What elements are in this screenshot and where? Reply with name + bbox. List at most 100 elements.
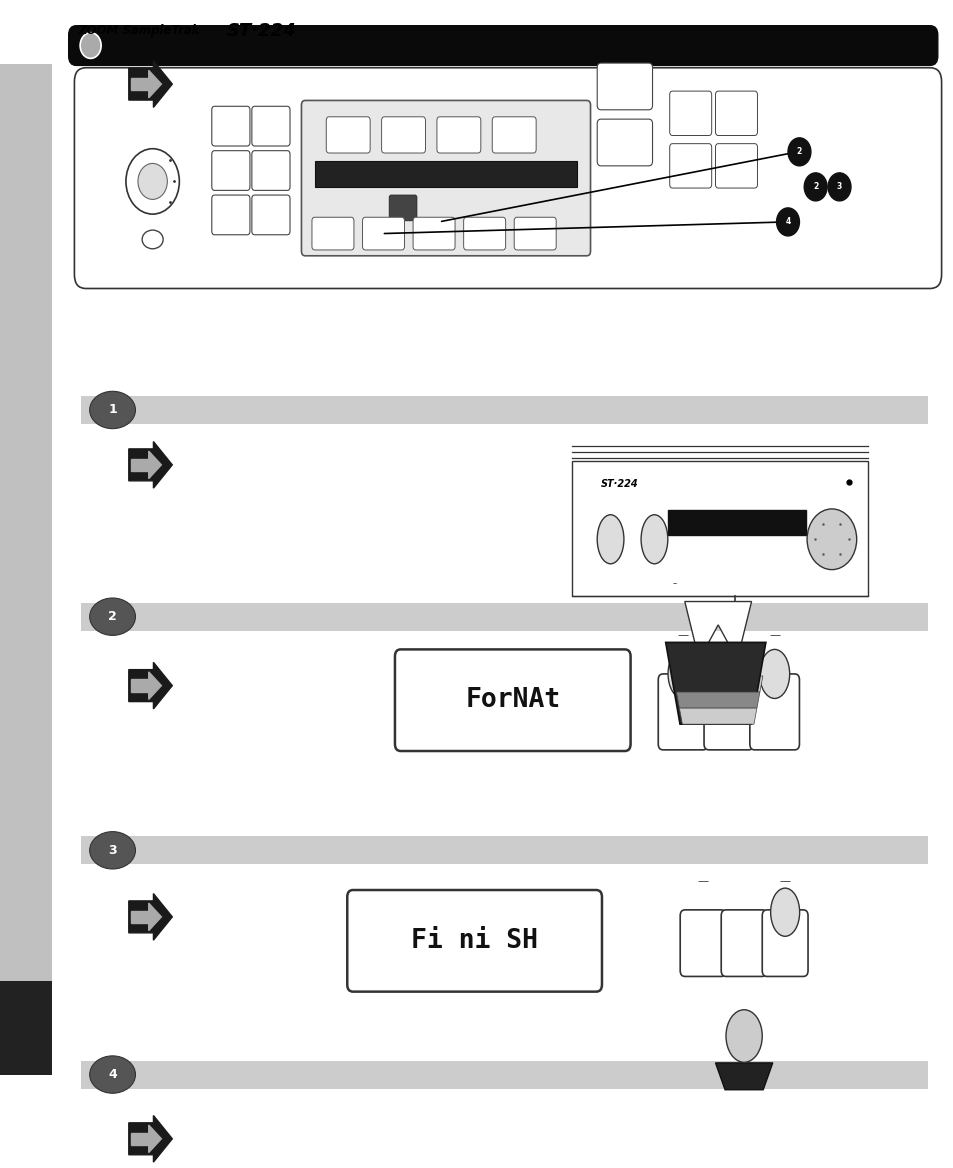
FancyArrow shape (131, 78, 151, 90)
FancyArrow shape (149, 70, 161, 98)
FancyArrow shape (129, 1115, 172, 1162)
Polygon shape (715, 1063, 772, 1090)
FancyArrow shape (129, 662, 172, 709)
Text: 4: 4 (108, 1068, 117, 1082)
FancyBboxPatch shape (658, 674, 707, 750)
Polygon shape (676, 691, 760, 708)
Circle shape (126, 148, 179, 214)
Circle shape (787, 138, 810, 166)
FancyBboxPatch shape (312, 217, 354, 250)
Text: —: — (779, 876, 790, 885)
FancyBboxPatch shape (212, 106, 250, 146)
FancyArrow shape (149, 672, 161, 700)
Ellipse shape (90, 832, 135, 869)
Ellipse shape (142, 230, 163, 249)
Ellipse shape (597, 515, 623, 564)
Circle shape (138, 164, 167, 200)
FancyBboxPatch shape (252, 195, 290, 235)
Polygon shape (684, 602, 751, 660)
Text: ST·224: ST·224 (227, 22, 296, 40)
FancyBboxPatch shape (69, 26, 937, 65)
FancyBboxPatch shape (715, 144, 757, 188)
Text: ZOOM SampleTrak: ZOOM SampleTrak (78, 25, 204, 37)
FancyBboxPatch shape (212, 195, 250, 235)
Polygon shape (679, 708, 756, 724)
FancyArrow shape (149, 1125, 161, 1153)
FancyBboxPatch shape (413, 217, 455, 250)
FancyBboxPatch shape (597, 63, 652, 110)
FancyBboxPatch shape (463, 217, 505, 250)
Text: 1: 1 (108, 403, 117, 417)
FancyBboxPatch shape (74, 68, 941, 288)
FancyBboxPatch shape (749, 674, 799, 750)
FancyArrow shape (149, 903, 161, 931)
Ellipse shape (725, 1009, 761, 1063)
FancyBboxPatch shape (347, 890, 601, 992)
FancyArrow shape (129, 442, 172, 488)
Polygon shape (665, 642, 765, 724)
Ellipse shape (90, 1056, 135, 1093)
Circle shape (827, 173, 850, 201)
FancyBboxPatch shape (395, 649, 630, 751)
Ellipse shape (759, 649, 789, 698)
FancyBboxPatch shape (252, 151, 290, 190)
Bar (314, 161, 577, 187)
Bar (0, 981, 51, 1075)
Polygon shape (673, 676, 762, 691)
Bar (81, 603, 927, 631)
FancyArrow shape (131, 459, 151, 471)
Text: 4: 4 (784, 217, 790, 227)
Ellipse shape (770, 888, 799, 937)
Text: —: — (768, 631, 780, 640)
Polygon shape (670, 660, 765, 676)
Text: ST·224: ST·224 (600, 479, 638, 489)
FancyBboxPatch shape (514, 217, 556, 250)
Bar (667, 509, 805, 535)
Bar (81, 1061, 927, 1089)
FancyArrow shape (149, 451, 161, 479)
FancyBboxPatch shape (703, 674, 753, 750)
FancyBboxPatch shape (436, 117, 480, 153)
Text: 2: 2 (108, 610, 117, 624)
FancyBboxPatch shape (381, 117, 425, 153)
Text: 2: 2 (796, 147, 801, 157)
Text: 2: 2 (812, 182, 818, 192)
FancyBboxPatch shape (389, 195, 416, 221)
Text: 3: 3 (108, 843, 117, 857)
FancyBboxPatch shape (715, 91, 757, 135)
FancyBboxPatch shape (301, 100, 590, 256)
FancyBboxPatch shape (572, 461, 867, 596)
Text: —: — (677, 631, 688, 640)
Ellipse shape (90, 391, 135, 429)
Text: 3: 3 (836, 182, 841, 192)
FancyBboxPatch shape (326, 117, 370, 153)
FancyBboxPatch shape (669, 91, 711, 135)
FancyBboxPatch shape (252, 106, 290, 146)
FancyBboxPatch shape (761, 910, 807, 976)
Circle shape (80, 33, 101, 58)
Circle shape (806, 509, 856, 570)
Ellipse shape (667, 649, 698, 698)
Circle shape (776, 208, 799, 236)
Bar (0, 64, 51, 1075)
Ellipse shape (90, 598, 135, 635)
FancyBboxPatch shape (679, 910, 725, 976)
FancyArrow shape (129, 894, 172, 940)
Text: ForNAt: ForNAt (465, 687, 559, 714)
Circle shape (803, 173, 826, 201)
Text: —: — (697, 876, 708, 885)
FancyArrow shape (131, 911, 151, 923)
FancyBboxPatch shape (212, 151, 250, 190)
FancyBboxPatch shape (597, 119, 652, 166)
Bar (81, 396, 927, 424)
Text: Fi ni SH: Fi ni SH (411, 927, 537, 954)
FancyArrow shape (129, 61, 172, 107)
FancyArrow shape (131, 680, 151, 691)
FancyBboxPatch shape (669, 144, 711, 188)
Ellipse shape (640, 515, 667, 564)
FancyBboxPatch shape (362, 217, 404, 250)
FancyBboxPatch shape (720, 910, 766, 976)
FancyArrow shape (131, 1133, 151, 1145)
Text: –: – (672, 579, 676, 589)
FancyBboxPatch shape (492, 117, 536, 153)
